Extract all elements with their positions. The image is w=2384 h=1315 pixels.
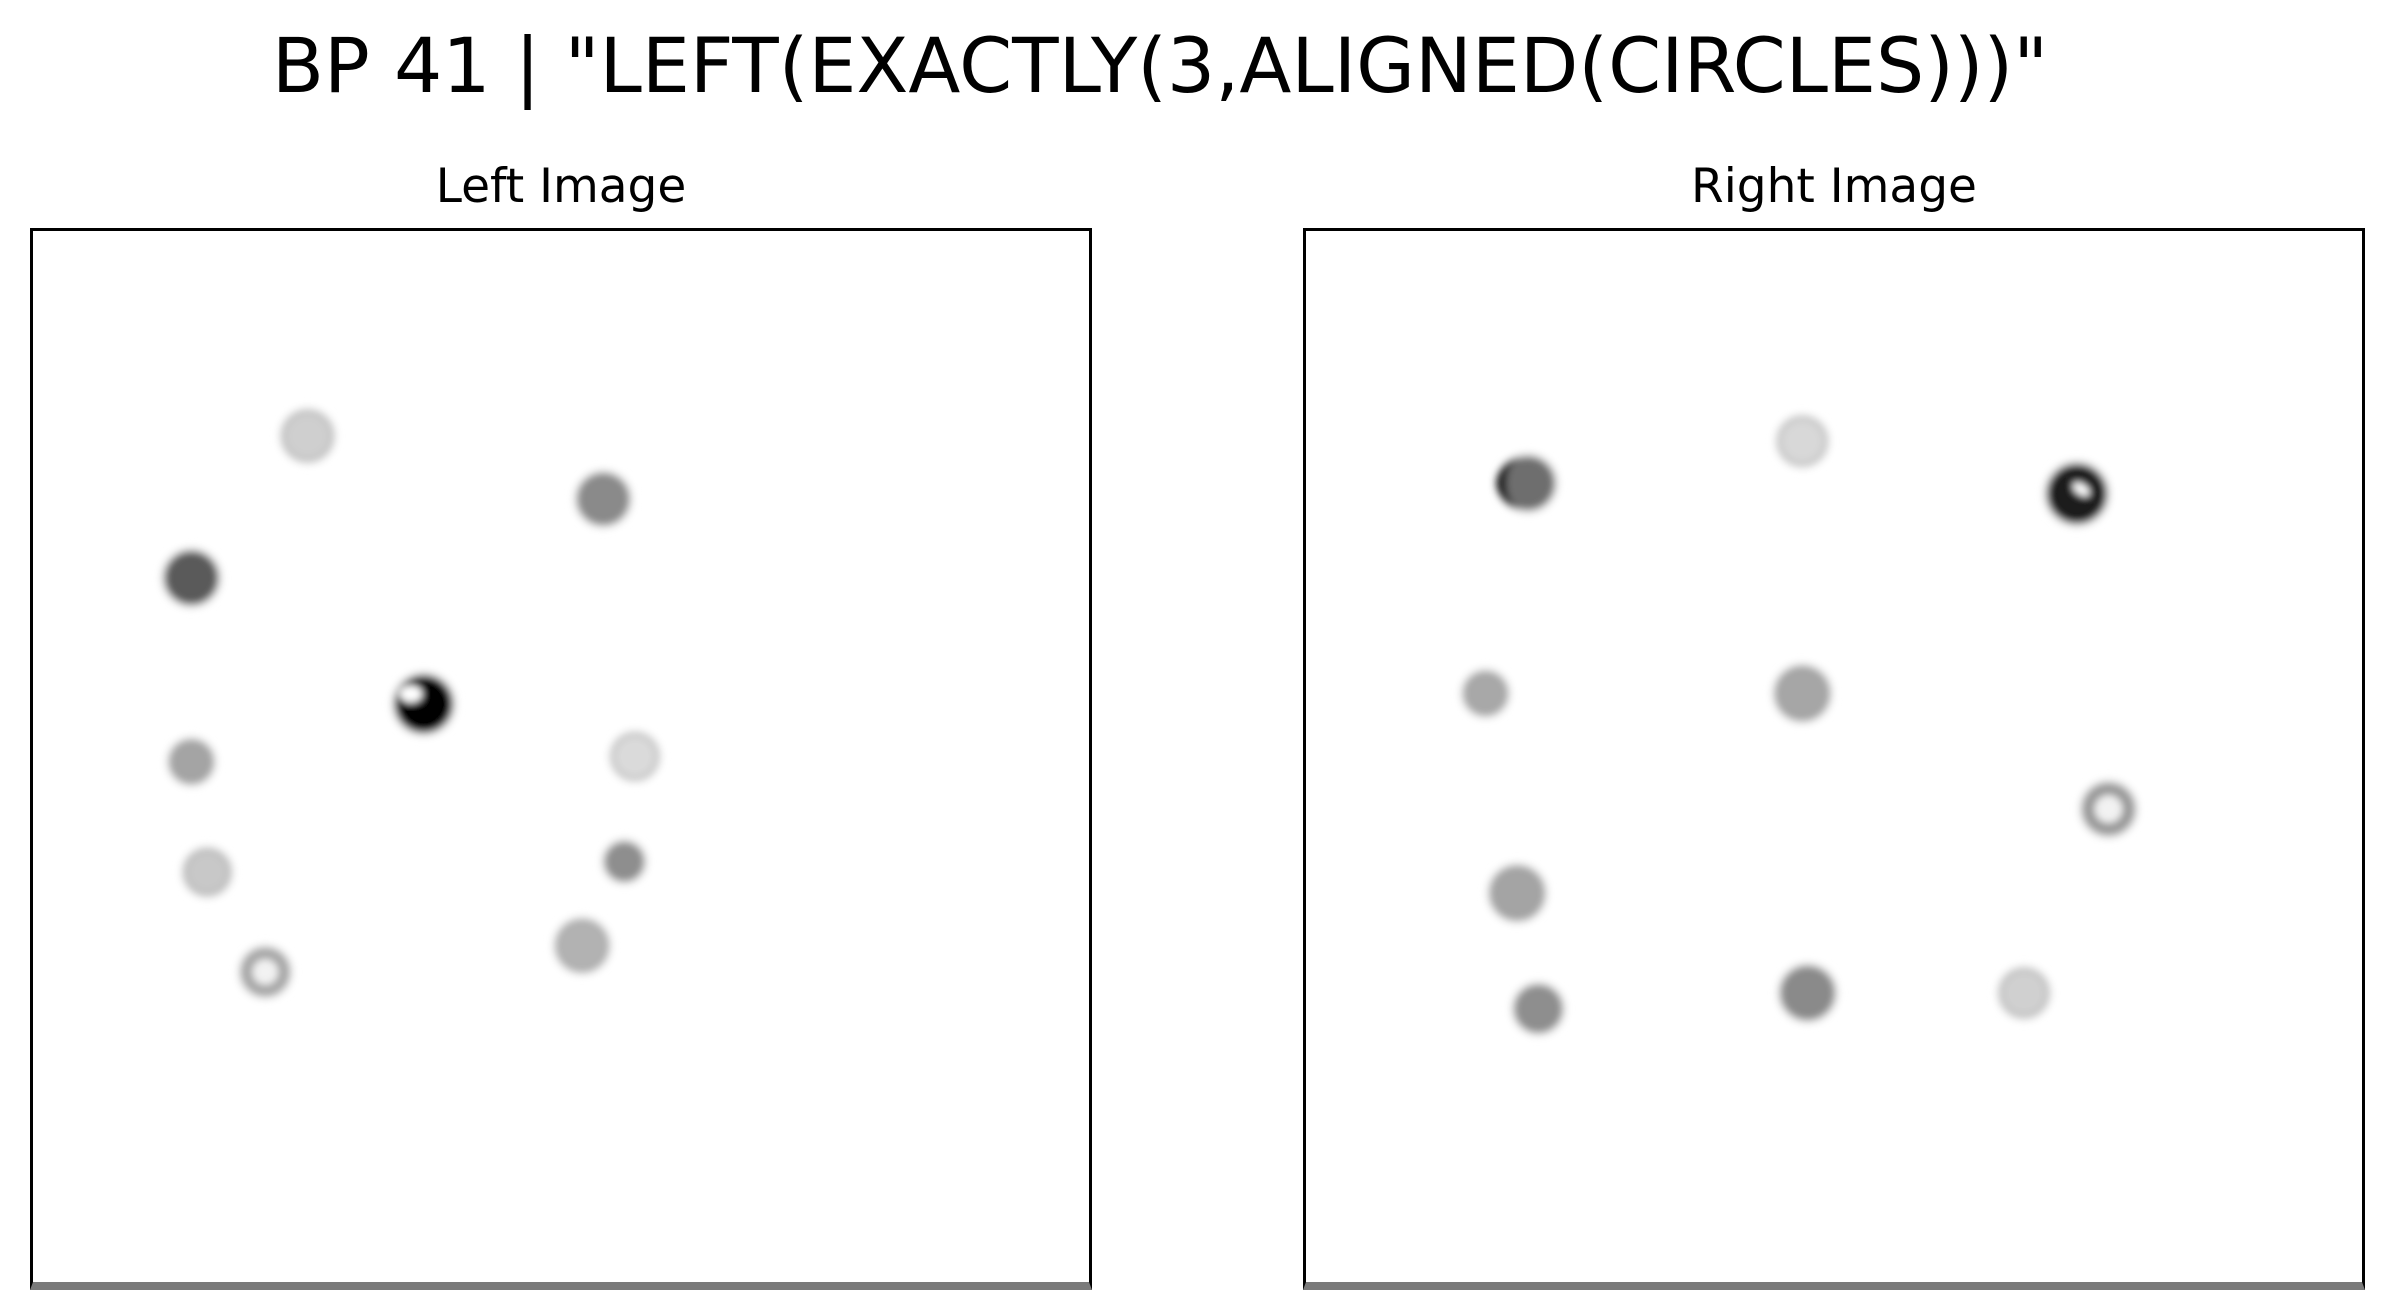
left-circle bbox=[236, 943, 294, 1001]
right-image-canvas bbox=[1459, 412, 2140, 1038]
right-circle bbox=[1775, 961, 1840, 1025]
right-circle bbox=[2042, 459, 2112, 529]
left-circle bbox=[179, 844, 235, 900]
right-image-panel bbox=[1303, 228, 2365, 1290]
right-circle bbox=[2077, 778, 2140, 840]
left-circle bbox=[165, 735, 218, 789]
right-circle bbox=[1509, 980, 1567, 1038]
left-circle bbox=[551, 915, 613, 977]
left-image-canvas bbox=[159, 406, 663, 1001]
left-circle bbox=[600, 837, 649, 886]
right-circle bbox=[1770, 661, 1834, 725]
figure-title: BP 41 | "LEFT(EXACTLY(3,ALIGNED(CIRCLES)… bbox=[271, 21, 2049, 110]
left-image-panel bbox=[30, 228, 1092, 1290]
left-circle bbox=[159, 546, 224, 610]
right-panel-title: Right Image bbox=[1691, 159, 1977, 214]
left-circle bbox=[277, 406, 338, 466]
left-panel-title: Left Image bbox=[435, 159, 687, 214]
left-circle bbox=[389, 670, 458, 738]
left-circle bbox=[607, 729, 663, 784]
right-circle bbox=[1496, 451, 1560, 515]
right-circle bbox=[1773, 412, 1831, 470]
right-circle bbox=[1485, 861, 1549, 925]
left-circle bbox=[572, 468, 634, 530]
right-circle bbox=[1995, 964, 2053, 1022]
right-circle bbox=[1459, 667, 1512, 720]
